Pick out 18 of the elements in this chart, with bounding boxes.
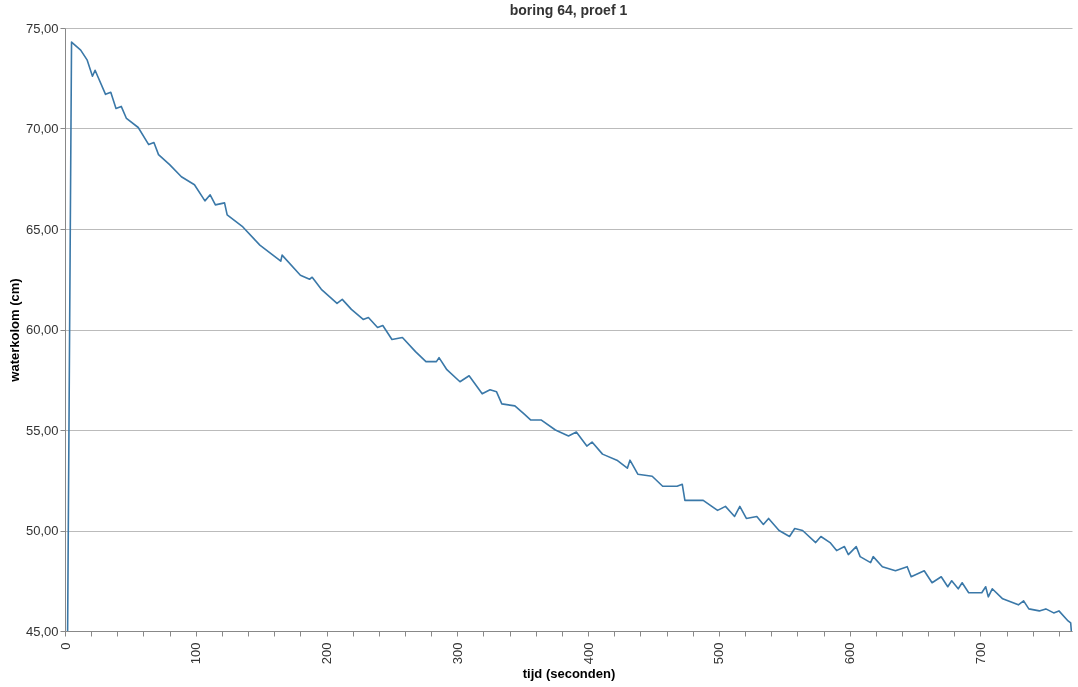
x-tick-label: 700 [972, 642, 988, 665]
y-tick-label: 70,00 [25, 121, 59, 136]
y-tick-label: 65,00 [25, 221, 59, 237]
x-tick-label: 100 [188, 642, 204, 665]
y-axis-title: waterkolom (cm) [6, 278, 22, 383]
x-tick-label: 600 [842, 642, 858, 665]
y-tick-label: 45,00 [25, 623, 59, 639]
y-tick-label: 50,00 [25, 523, 59, 538]
y-tick-label: 55,00 [25, 422, 59, 438]
x-tick-label: 300 [449, 642, 465, 665]
x-tick-label: 500 [711, 642, 727, 665]
chart-title: boring 64, proef 1 [509, 2, 628, 18]
x-tick-label: 200 [319, 642, 335, 665]
x-tick-label: 400 [580, 642, 596, 665]
y-tick-label: 75,00 [25, 20, 59, 36]
y-tick-label: 60,00 [25, 322, 59, 337]
x-axis-title: tijd (seconden) [522, 666, 616, 682]
x-tick-label: 0 [57, 642, 73, 650]
